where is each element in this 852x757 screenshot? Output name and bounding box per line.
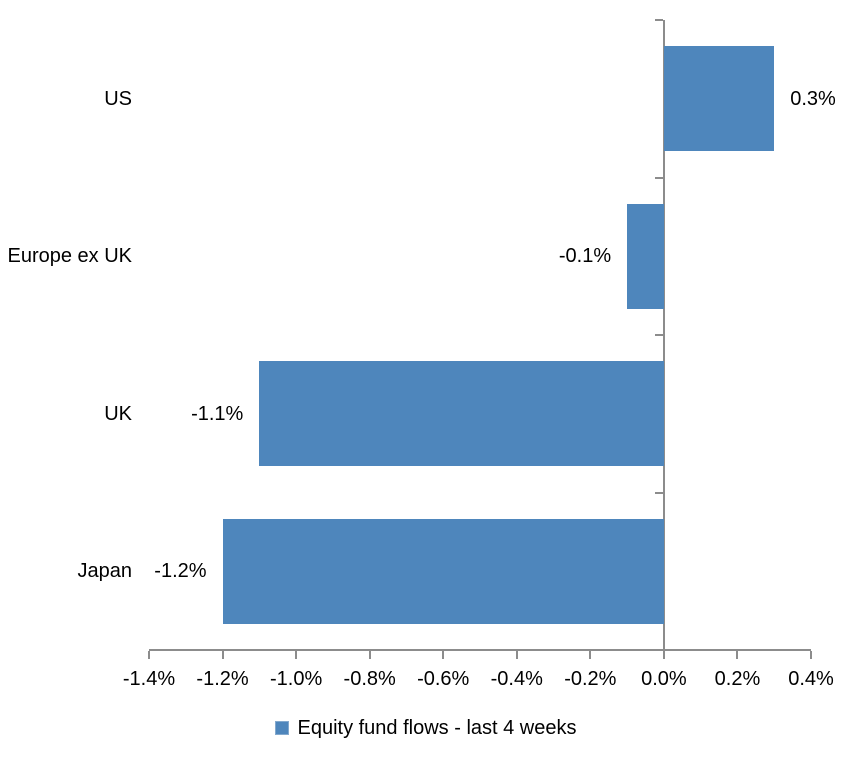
x-axis-tick bbox=[810, 651, 812, 659]
bar-japan bbox=[222, 518, 664, 624]
x-tick-label-0-0-: 0.0% bbox=[641, 668, 687, 690]
value-label-japan: -1.2% bbox=[154, 560, 207, 583]
x-axis-tick bbox=[515, 651, 518, 659]
legend: Equity fund flows - last 4 weeks bbox=[0, 714, 852, 742]
x-axis-tick bbox=[736, 651, 739, 659]
x-tick-label-0-2-: 0.2% bbox=[714, 668, 761, 690]
x-axis-tick bbox=[662, 651, 665, 659]
y-axis-tick bbox=[654, 19, 663, 21]
x-tick-label--0-2-: -0.2% bbox=[564, 668, 617, 690]
x-tick-label--1-0-: -1.0% bbox=[269, 668, 323, 690]
category-label-uk: UK bbox=[104, 402, 132, 425]
bar-us bbox=[663, 46, 775, 152]
y-axis-tick bbox=[654, 491, 663, 494]
value-label-us: 0.3% bbox=[790, 87, 836, 110]
y-axis-tick bbox=[654, 334, 663, 336]
x-tick-label--0-6-: -0.6% bbox=[417, 668, 470, 690]
legend-color-swatch bbox=[275, 721, 290, 735]
legend-label: Equity fund flows - last 4 weeks bbox=[297, 717, 577, 739]
x-axis-tick bbox=[295, 651, 298, 659]
y-axis-tick bbox=[654, 176, 663, 179]
bar-europe-ex-uk bbox=[627, 203, 664, 309]
x-tick-label--1-2-: -1.2% bbox=[196, 668, 249, 690]
value-label-europe-ex-uk: -0.1% bbox=[558, 245, 612, 268]
x-tick-label-0-4-: 0.4% bbox=[788, 668, 834, 690]
y-axis-tick bbox=[654, 649, 663, 651]
x-axis-tick bbox=[589, 651, 592, 659]
category-label-japan: Japan bbox=[77, 560, 133, 583]
x-axis-tick bbox=[148, 651, 150, 659]
x-axis-line bbox=[149, 649, 811, 651]
x-axis-tick bbox=[368, 651, 371, 659]
y-axis-line bbox=[662, 20, 665, 650]
bar-uk bbox=[259, 361, 664, 467]
category-label-us: US bbox=[104, 87, 132, 110]
category-label-europe-ex-uk: Europe ex UK bbox=[7, 245, 132, 268]
x-tick-label--0-4-: -0.4% bbox=[490, 668, 543, 690]
x-axis-tick bbox=[442, 651, 445, 659]
x-tick-label--0-8-: -0.8% bbox=[343, 668, 396, 690]
x-axis-tick bbox=[221, 651, 224, 659]
x-tick-label--1-4-: -1.4% bbox=[122, 668, 176, 690]
value-label-uk: -1.1% bbox=[191, 402, 244, 425]
